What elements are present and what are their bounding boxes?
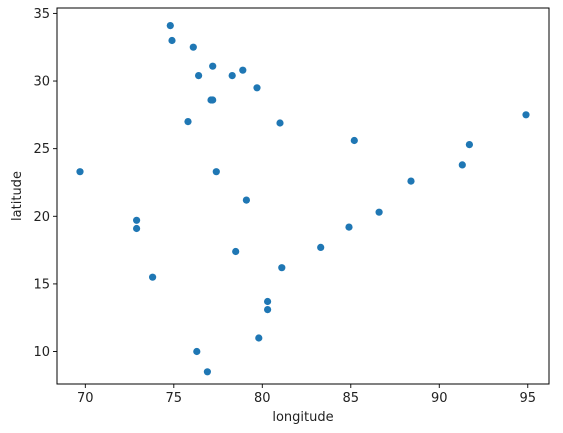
- data-point: [350, 136, 358, 145]
- data-point: [149, 273, 157, 281]
- y-axis-label: latitude: [10, 171, 25, 221]
- y-axis-ticks: 10 15 20 25 30 35: [33, 7, 57, 360]
- data-point: [264, 306, 272, 314]
- x-tick-label: 95: [519, 391, 536, 406]
- x-tick-label: 80: [254, 391, 271, 406]
- data-point: [345, 223, 353, 231]
- x-tick-label: 85: [343, 391, 360, 406]
- data-point: [209, 62, 217, 70]
- data-point: [203, 368, 211, 376]
- x-axis-label: longitude: [272, 410, 333, 425]
- data-point: [255, 334, 263, 342]
- data-point: [133, 216, 141, 224]
- data-point: [522, 111, 530, 119]
- data-point: [195, 72, 203, 80]
- data-point: [193, 347, 201, 356]
- data-point: [264, 297, 272, 306]
- data-point: [133, 224, 141, 233]
- data-point: [232, 247, 240, 256]
- y-tick-label: 25: [33, 142, 50, 157]
- data-point: [317, 243, 325, 251]
- data-point: [375, 208, 383, 216]
- x-tick-label: 75: [166, 391, 183, 406]
- y-tick-label: 35: [33, 7, 50, 22]
- data-point: [465, 141, 473, 149]
- data-point: [209, 96, 217, 104]
- data-point: [407, 177, 415, 185]
- data-point: [189, 43, 197, 51]
- data-point: [458, 161, 466, 169]
- data-point: [253, 84, 261, 92]
- x-tick-label: 90: [431, 391, 448, 406]
- data-point: [242, 196, 250, 204]
- points-layer: [76, 22, 530, 376]
- data-point: [184, 118, 192, 126]
- data-point: [212, 168, 220, 176]
- x-axis-ticks: 70 75 80 85 90 95: [77, 384, 536, 406]
- x-tick-label: 70: [77, 391, 94, 406]
- data-point: [239, 66, 247, 74]
- y-tick-label: 10: [33, 345, 50, 360]
- data-point: [278, 264, 286, 272]
- data-point: [76, 168, 84, 176]
- data-point: [166, 22, 174, 30]
- y-tick-label: 20: [33, 210, 50, 225]
- y-tick-label: 30: [33, 75, 50, 90]
- data-point: [228, 72, 236, 80]
- data-point: [168, 36, 176, 45]
- data-point: [276, 119, 284, 127]
- axes-frame: [56, 7, 550, 385]
- y-tick-label: 15: [33, 277, 50, 292]
